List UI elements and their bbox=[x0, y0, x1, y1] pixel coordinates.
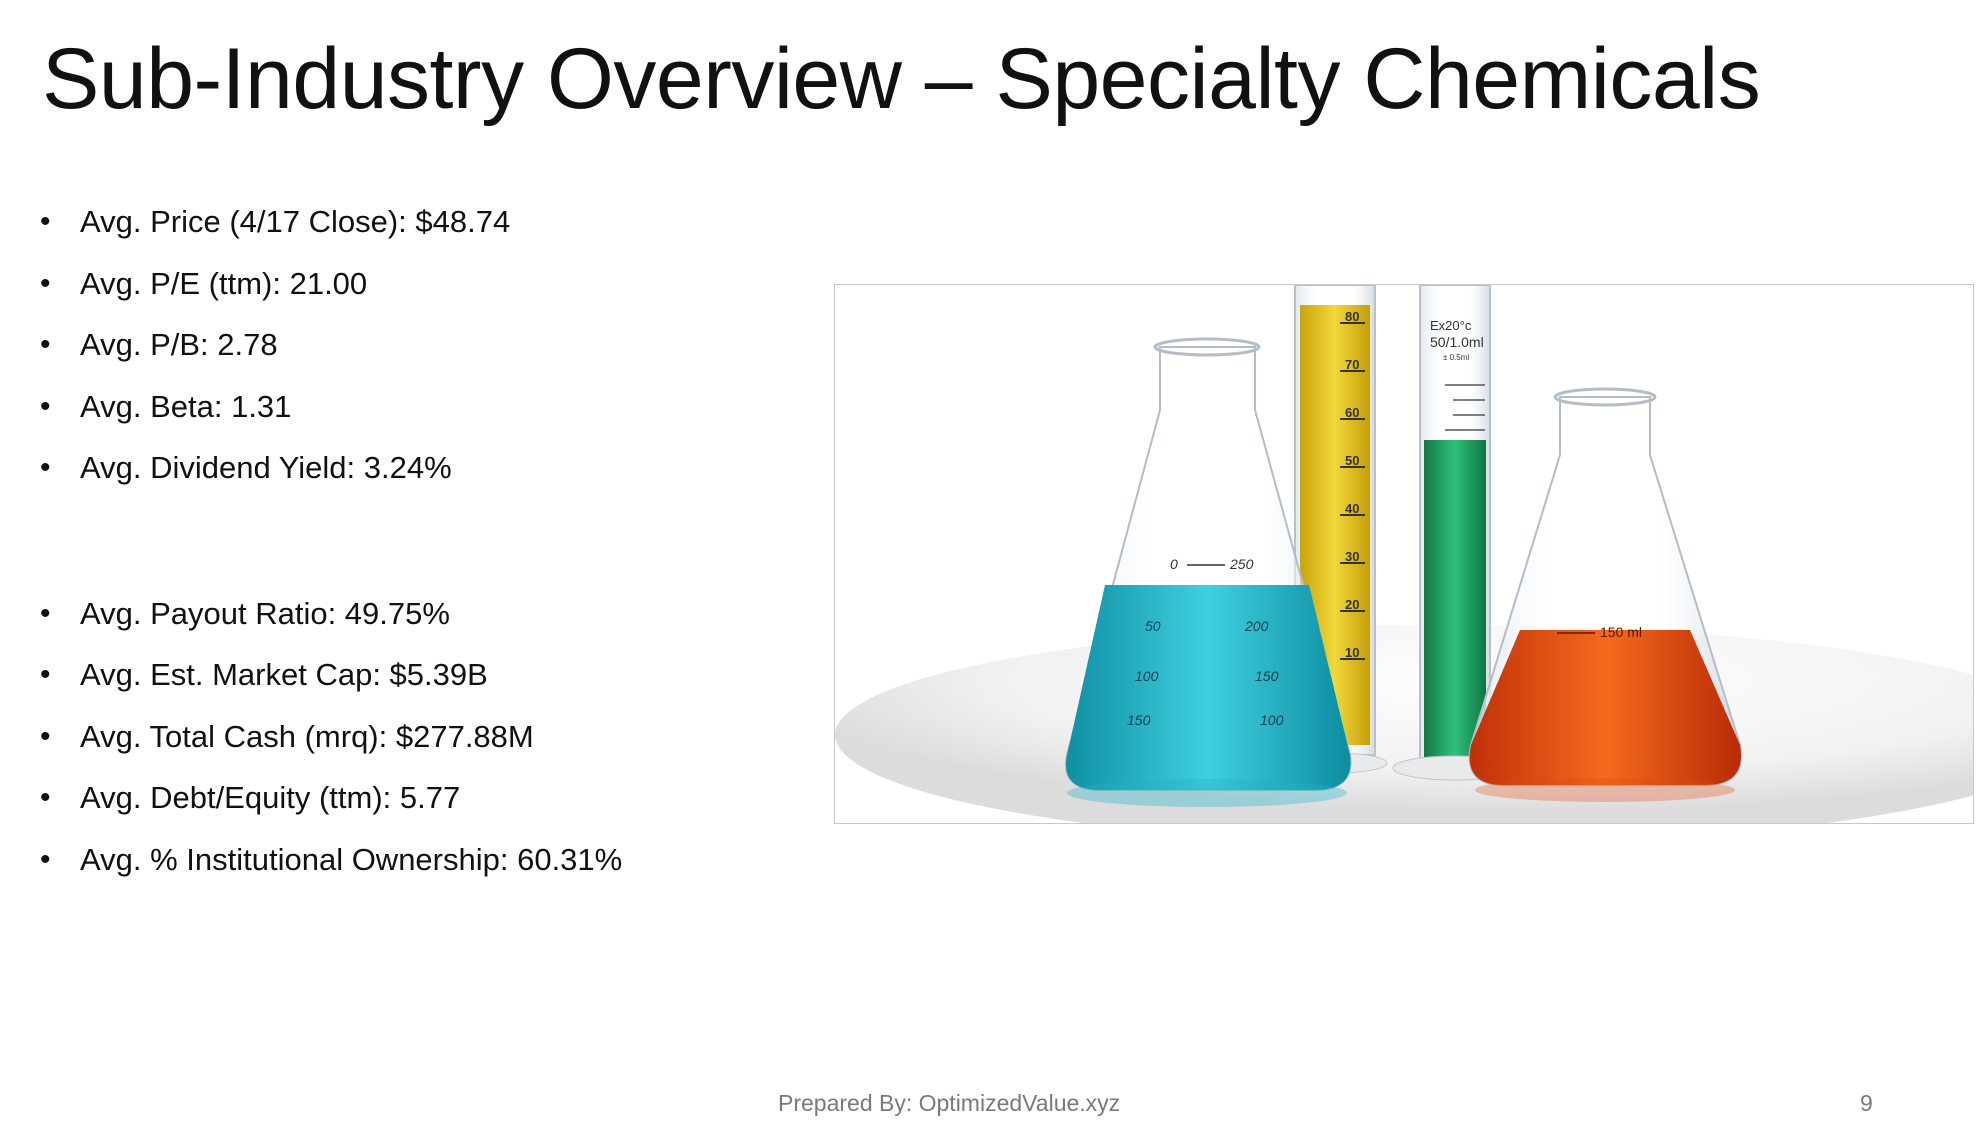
flask-mark-50: 50 bbox=[1145, 618, 1161, 634]
metric-avg-dividend-yield: Avg. Dividend Yield: 3.24% bbox=[36, 442, 622, 504]
flask-mark-150r: 150 bbox=[1255, 668, 1279, 684]
orange-flask-mark: 150 ml bbox=[1600, 624, 1642, 640]
metric-avg-pb: Avg. P/B: 2.78 bbox=[36, 319, 622, 381]
lab-glassware-photo: 80 70 60 50 40 30 20 10 bbox=[834, 284, 1974, 824]
flask-mark-200: 200 bbox=[1244, 618, 1269, 634]
flask-mark-100r: 100 bbox=[1260, 712, 1284, 728]
metric-avg-payout-ratio: Avg. Payout Ratio: 49.75% bbox=[36, 588, 622, 650]
cylinder-label-capacity: 50/1.0ml bbox=[1430, 334, 1484, 350]
orange-flask: 150 ml bbox=[1468, 387, 1742, 802]
cylinder-mark-30: 30 bbox=[1345, 549, 1359, 564]
cylinder-mark-80: 80 bbox=[1345, 309, 1359, 324]
metric-avg-debt-equity: Avg. Debt/Equity (ttm): 5.77 bbox=[36, 772, 622, 834]
slide-title: Sub-Industry Overview – Specialty Chemic… bbox=[42, 31, 1761, 127]
metric-avg-institutional-ownership: Avg. % Institutional Ownership: 60.31% bbox=[36, 834, 622, 896]
footer-prepared-by: Prepared By: OptimizedValue.xyz bbox=[778, 1090, 1121, 1116]
page-number: 9 bbox=[1860, 1090, 1873, 1116]
cylinder-mark-50: 50 bbox=[1345, 453, 1359, 468]
cylinder-mark-10: 10 bbox=[1345, 645, 1359, 660]
cylinder-mark-40: 40 bbox=[1345, 501, 1359, 516]
metric-avg-total-cash: Avg. Total Cash (mrq): $277.88M bbox=[36, 711, 622, 773]
cylinder-mark-70: 70 bbox=[1345, 357, 1359, 372]
cylinder-mark-60: 60 bbox=[1345, 405, 1359, 420]
metrics-list: Avg. Price (4/17 Close): $48.74 Avg. P/E… bbox=[36, 196, 622, 895]
lab-glassware-illustration: 80 70 60 50 40 30 20 10 bbox=[835, 285, 1973, 823]
cylinder-label-tolerance: ± 0.5ml bbox=[1443, 353, 1469, 362]
metric-avg-price: Avg. Price (4/17 Close): $48.74 bbox=[36, 196, 622, 258]
cyan-flask: 0 250 50 200 100 150 150 100 bbox=[1065, 337, 1352, 807]
cylinder-mark-20: 20 bbox=[1345, 597, 1359, 612]
flask-mark-100: 100 bbox=[1135, 668, 1159, 684]
metric-avg-pe: Avg. P/E (ttm): 21.00 bbox=[36, 258, 622, 320]
metric-avg-market-cap: Avg. Est. Market Cap: $5.39B bbox=[36, 649, 622, 711]
metric-avg-beta: Avg. Beta: 1.31 bbox=[36, 381, 622, 443]
flask-mark-0: 0 bbox=[1170, 556, 1178, 572]
flask-mark-250: 250 bbox=[1229, 556, 1254, 572]
cylinder-label-temp: Ex20°c bbox=[1430, 318, 1472, 333]
green-cylinder: Ex20°c 50/1.0ml ± 0.5ml bbox=[1392, 285, 1518, 781]
flask-mark-150l: 150 bbox=[1127, 712, 1151, 728]
